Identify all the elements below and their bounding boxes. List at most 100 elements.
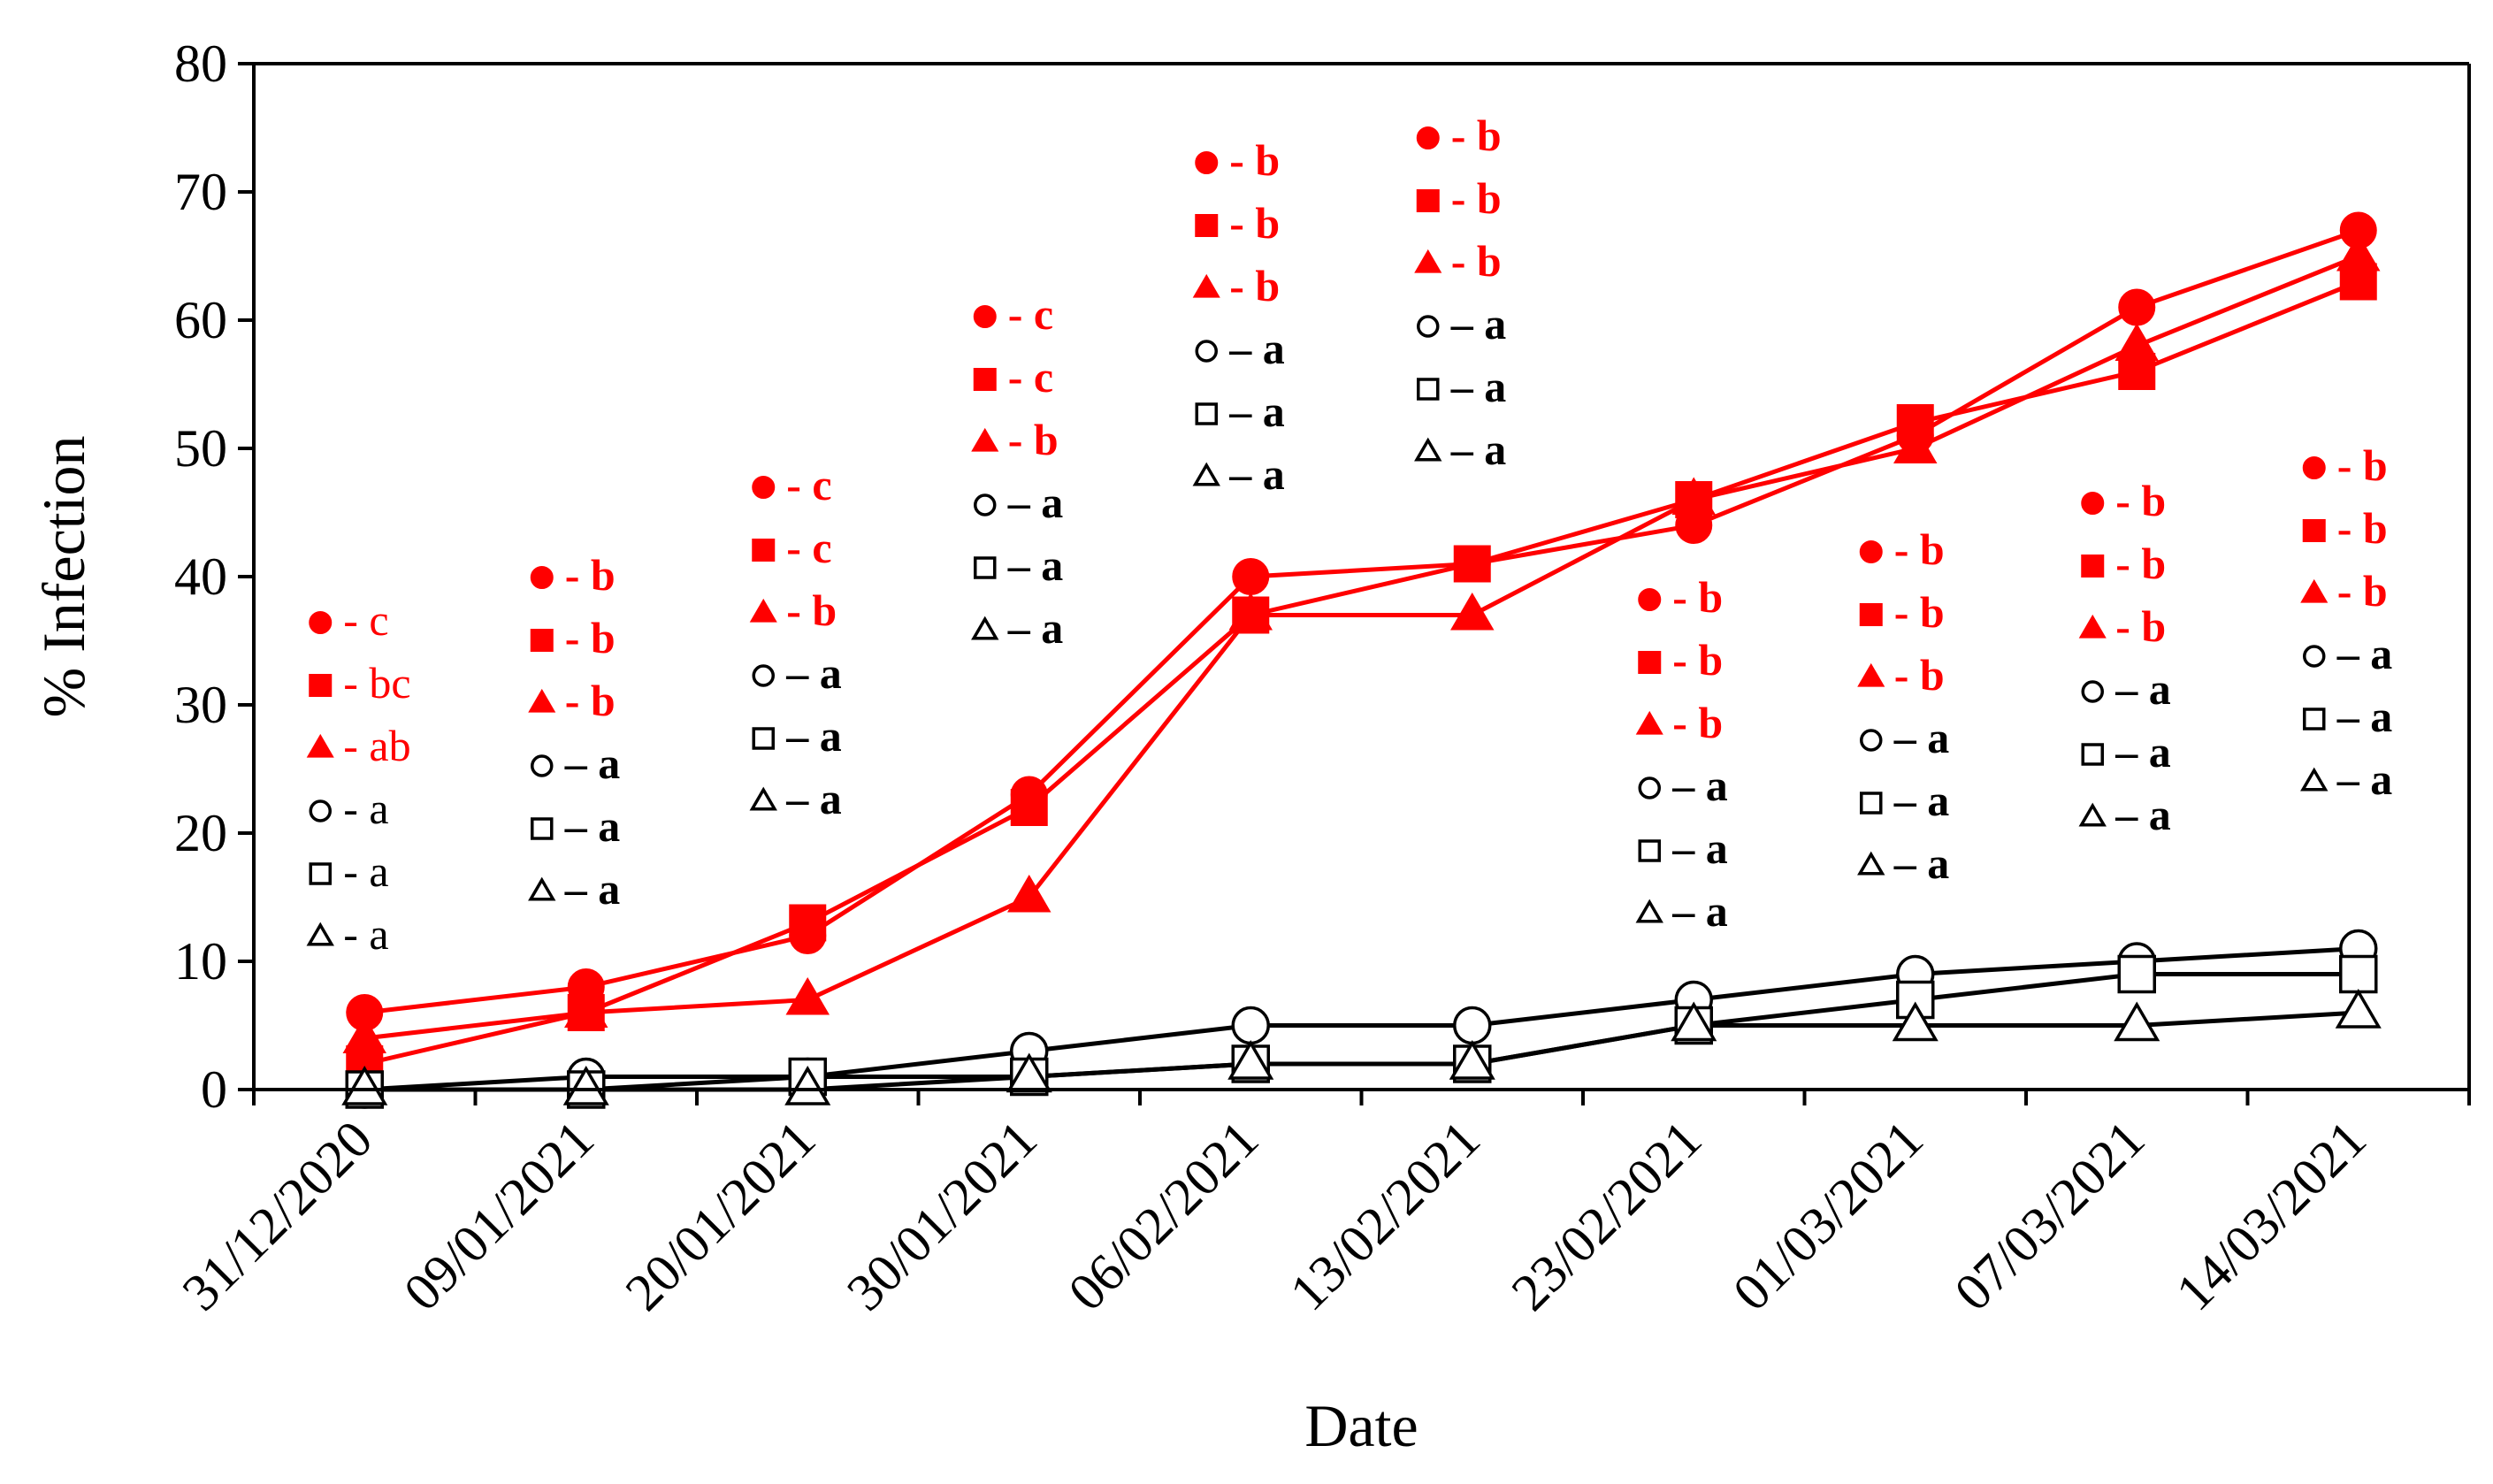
annotation-symbol-square-open [1860,792,1883,815]
annotation-letter: – a [785,648,842,698]
y-tick-label: 70 [174,163,227,221]
annotation-symbol-circle-filled [309,611,333,634]
data-point-triangle-filled [2114,323,2159,361]
annotation-letter: - b [1672,698,1723,747]
annotation-symbol-triangle-filled [528,688,556,713]
x-tick-label: 30/01/2021 [836,1110,1048,1322]
annotation-symbol-triangle-open [971,616,999,640]
data-point-triangle-open [1449,1039,1495,1080]
annotation-letter: – a [2114,664,2171,714]
annotation-letter: – a [564,864,621,914]
annotation-symbol-triangle-filled [1857,662,1885,687]
data-point-triangle-filled [1671,477,1716,515]
x-tick-label: 31/12/2020 [171,1110,383,1322]
annotation-letter: – a [2114,790,2171,839]
series-line-circle-filled [363,228,2359,1015]
annotation-symbol-square-filled [973,368,997,391]
annotation-symbol-triangle-open [306,922,334,946]
annotation-letter: - ab [343,721,410,770]
annotation-symbol-triangle-open [1857,851,1885,876]
annotation-symbol-circle-filled [1195,151,1219,174]
annotation-letter: – a [1007,603,1064,653]
annotation-letter: - b [565,550,616,600]
annotation-symbol-triangle-filled [1414,249,1442,273]
series-line-square-open [364,972,2359,1092]
x-axis-label: Date [1304,1392,1418,1459]
annotation-letter: - b [1672,572,1723,622]
y-tick-label: 50 [174,419,227,478]
annotation-symbol-triangle-filled [2300,578,2329,603]
annotation-symbol-circle-filled [2302,456,2326,479]
annotation-letter: – a [1007,478,1064,527]
data-point-square-open [2117,954,2156,994]
annotation-symbol-triangle-filled [1635,710,1663,735]
series-markers [341,211,2382,1109]
annotation-symbol-square-filled [2081,555,2105,578]
annotation-letter: - b [1229,198,1280,248]
data-point-triangle-open [2335,988,2382,1029]
annotation-symbol-square-filled [309,674,333,697]
annotation-symbol-square-open [2081,743,2104,766]
annotation-letter: - b [1451,173,1502,223]
annotation-letter: – a [1228,324,1285,373]
annotation-letter: - b [2337,503,2388,553]
y-tick-label: 40 [174,547,227,606]
annotation-symbol-circle-filled [973,305,997,328]
y-tick-label: 60 [174,291,227,349]
x-tick-label: 07/03/2021 [1943,1110,2155,1322]
annotation-letter: – a [1671,823,1728,873]
annotation-letter: - b [1894,587,1945,637]
annotation-letter: – a [2336,754,2393,804]
annotation-symbol-square-filled [1859,603,1883,626]
y-tick-label: 80 [174,34,227,93]
annotation-letter: - b [1229,261,1280,310]
annotation-symbol-square-open [752,727,775,750]
annotation-letter: - b [2115,476,2166,525]
annotation-symbol-square-open [309,862,332,885]
annotation-symbol-circle-open [309,799,332,822]
annotation-letter: - c [1008,352,1053,402]
annotation-letter: - b [1894,524,1945,574]
x-tick-label: 14/03/2021 [2165,1110,2377,1322]
annotation-symbol-circle-open [531,754,554,777]
y-axis-label: % Infection [30,435,97,717]
annotation-letter: – a [785,774,842,823]
series-lines [363,228,2359,1092]
data-point-triangle-open [1227,1039,1274,1080]
data-point-triangle-filled [1007,874,1051,913]
annotation-letter: - b [565,613,616,662]
annotation-symbol-square-filled [2302,519,2326,542]
data-point-triangle-filled [342,1015,386,1053]
annotation-letter: – a [1228,449,1285,499]
data-point-triangle-open [2114,1001,2160,1042]
x-tick-label: 13/02/2021 [1279,1110,1491,1322]
data-point-circle-filled [2118,288,2156,326]
annotation-symbol-circle-open [1417,315,1440,338]
annotation-letter: – a [2336,692,2393,741]
annotation-letter: – a [2114,727,2171,776]
annotation-symbol-square-open [531,817,554,840]
data-point-circle-open [1453,1006,1492,1045]
annotation-letter: - c [786,460,831,509]
annotation-letter: - b [2337,440,2388,490]
y-tick-label: 10 [174,932,227,991]
annotation-symbol-circle-filled [752,476,776,499]
annotation-letter: – a [1893,713,1950,762]
annotation-symbol-square-open [1195,402,1218,425]
x-tick-label: 09/01/2021 [393,1110,605,1322]
annotation-letter: - b [2115,601,2166,651]
annotation-symbol-triangle-filled [749,598,777,623]
x-tick-label: 23/02/2021 [1500,1110,1712,1322]
annotation-symbol-square-filled [530,629,554,652]
annotation-symbol-square-filled [1416,189,1440,212]
data-point-triangle-filled [1893,425,1938,463]
annotation-letter: – a [1450,425,1507,474]
annotation-letter: – a [1450,362,1507,411]
data-point-triangle-filled [564,990,608,1028]
annotation-letter: – a [1671,761,1728,810]
annotation-letter: - a [343,846,388,896]
series-line-circle-open [364,946,2359,1092]
data-point-circle-open [1231,1006,1270,1045]
y-tick-label: 30 [174,676,227,734]
series-line-triangle-filled [363,254,2359,1041]
